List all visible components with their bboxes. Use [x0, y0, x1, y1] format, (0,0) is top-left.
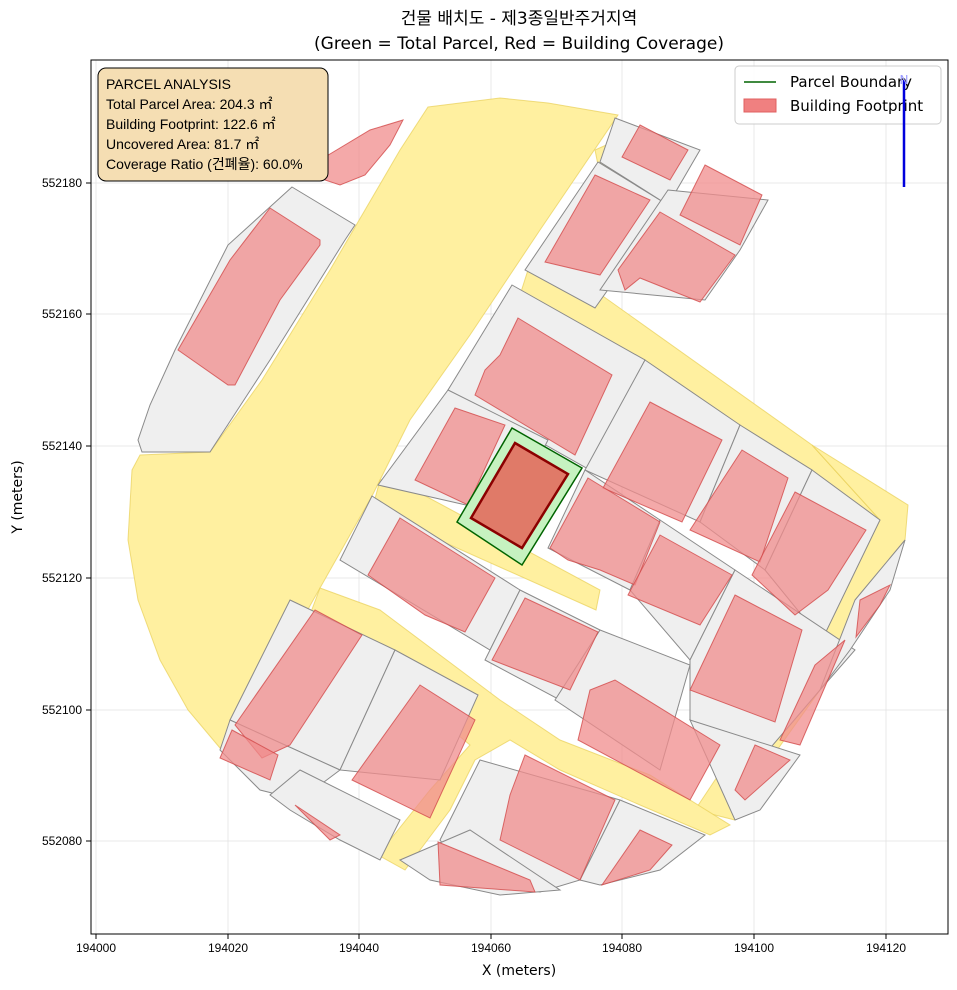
footprint-sw-c: [219, 729, 279, 781]
footprint-sw-a: [234, 609, 363, 759]
map-title: 건물 배치도 - 제3종일반주거지역: [401, 9, 637, 29]
x-tick-label: 194000: [76, 941, 116, 955]
legend-frame: [734, 65, 942, 125]
road-main-west: [127, 97, 619, 749]
footprint-east-edge-c: [734, 744, 791, 801]
footprint-north-b: [621, 124, 689, 181]
footprint-west-mid: [367, 517, 496, 633]
footprint-west-top: [177, 207, 321, 386]
footprint-south-b: [600, 829, 673, 886]
footprint-south-c: [437, 841, 536, 893]
y-tick-label: 552140: [42, 439, 82, 453]
lot-sw-d: [269, 769, 401, 861]
y-tick-label: 552080: [42, 834, 82, 848]
parcel-analysis-box: PARCEL ANALYSIS Total Parcel Area: 204.3…: [97, 67, 329, 182]
x-tick-labels: 194000 194020 194040 194060 194080 19410…: [76, 941, 906, 955]
legend-building-label: Building Footprint: [790, 97, 923, 115]
footprint-central-big: [474, 317, 613, 456]
footprint-north-d: [617, 211, 736, 303]
info-heading: PARCEL ANALYSIS: [106, 76, 231, 92]
x-tick-label: 194080: [602, 941, 642, 955]
footprint-north-a: [544, 174, 651, 276]
y-tick-label: 552180: [42, 176, 82, 190]
x-tick-label: 194020: [208, 941, 248, 955]
footprint-south-center: [491, 597, 599, 691]
footprint-mid-south: [549, 477, 661, 586]
footprint-south-a: [499, 754, 616, 881]
footprint-east-block: [751, 491, 867, 616]
legend-building-swatch: [743, 98, 777, 113]
x-tick-label: 194120: [866, 941, 906, 955]
info-total-area: Total Parcel Area: 204.3 ㎡: [106, 96, 273, 112]
footprint-north-c: [679, 164, 763, 246]
info-box-background: [97, 67, 329, 182]
footprint-nw-flag: [319, 119, 404, 186]
map-subtitle: (Green = Total Parcel, Red = Building Co…: [314, 34, 724, 54]
info-footprint: Building Footprint: 122.6 ㎡: [106, 116, 276, 132]
north-label: N: [900, 73, 909, 87]
footprint-east-edge-a: [855, 583, 892, 639]
x-tick-label: 194040: [339, 941, 379, 955]
footprint-south-right: [577, 679, 721, 801]
footprint-center-south: [627, 534, 733, 626]
y-tick-label: 552100: [42, 703, 82, 717]
footprint-southeast: [689, 594, 803, 723]
footprint-east-edge-b: [779, 639, 846, 746]
footprint-sw-b: [351, 684, 476, 819]
legend-parcel-label: Parcel Boundary: [790, 73, 912, 91]
x-tick-label: 194100: [734, 941, 774, 955]
tick-marks: [86, 182, 887, 939]
target-building: [469, 441, 570, 550]
info-uncovered: Uncovered Area: 81.7 ㎡: [106, 136, 259, 152]
x-tick-label: 194060: [471, 941, 511, 955]
footprint-central-right: [602, 401, 723, 523]
y-tick-label: 552160: [42, 307, 82, 321]
axes-frame: [90, 59, 949, 935]
y-tick-label: 552120: [42, 571, 82, 585]
x-axis-label: X (meters): [482, 963, 556, 979]
footprint-sw-d: [294, 804, 341, 841]
building-footprints: [177, 119, 892, 893]
info-coverage-ratio: Coverage Ratio (건폐율): 60.0%: [106, 156, 303, 172]
north-arrow: N: [900, 73, 909, 187]
legend: Parcel Boundary Building Footprint: [734, 65, 942, 125]
y-tick-labels: 552180 552160 552140 552120 552100 55208…: [42, 176, 82, 848]
y-axis-label: Y (meters): [10, 460, 26, 534]
